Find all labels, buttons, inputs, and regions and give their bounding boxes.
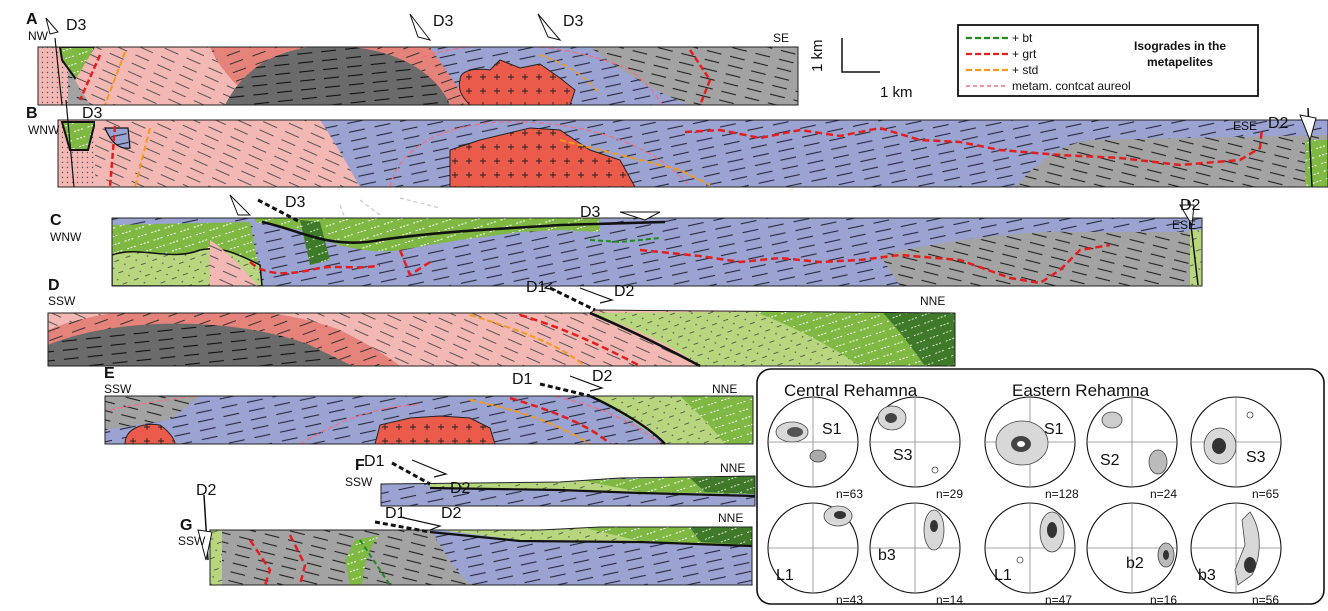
stereonet-7-count: n=14 bbox=[936, 593, 963, 607]
stereonet-10-count: n=56 bbox=[1252, 593, 1279, 607]
section-g-structure-1: D2 bbox=[196, 482, 217, 499]
section-c-left-label: WNW bbox=[50, 230, 82, 244]
section-g-letter: G bbox=[180, 517, 192, 534]
stereonet-6: L1 n=43 bbox=[767, 502, 863, 607]
stereonet-1: S1 n=63 bbox=[767, 396, 863, 501]
legend-label-aureol: metam. contcat aureol bbox=[1012, 79, 1131, 93]
legend-label-bt: + bt bbox=[1012, 31, 1033, 45]
stereonet-8-count: n=47 bbox=[1045, 593, 1072, 607]
section-d-left-label: SSW bbox=[48, 294, 76, 308]
stereonet-5: S3 n=65 bbox=[1190, 396, 1282, 501]
stereonet-2-count: n=29 bbox=[936, 487, 963, 501]
section-a-structure-2: D3 bbox=[433, 13, 454, 30]
stereonet-3: S1 n=128 bbox=[984, 396, 1079, 501]
stereonet-2-label: S3 bbox=[893, 447, 913, 464]
stereonet-4-label: S2 bbox=[1100, 452, 1120, 469]
stereonet-1-label: S1 bbox=[822, 421, 842, 438]
stereonet-10: b3 n=56 bbox=[1190, 502, 1282, 607]
stereonet-5-label: S3 bbox=[1246, 449, 1266, 466]
legend-label-grt: + grt bbox=[1012, 47, 1037, 61]
eastern-rehamna-title: Eastern Rehamna bbox=[1012, 381, 1150, 400]
section-d-structure-2: D2 bbox=[614, 283, 635, 300]
stereonet-7-label: b3 bbox=[878, 547, 896, 564]
cross-section-f: F SSW NNE D1 D2 bbox=[345, 453, 756, 507]
stereonet-1-count: n=63 bbox=[836, 487, 863, 501]
section-f-structure-2: D2 bbox=[450, 480, 471, 497]
isograde-legend: + bt + grt + std metam. contcat aureol I… bbox=[957, 24, 1259, 97]
stereonet-9: b2 n=16 bbox=[1086, 502, 1178, 607]
stereonet-2: S3 n=29 bbox=[869, 396, 963, 501]
section-f-letter: F bbox=[355, 457, 365, 474]
section-f-structure-1: D1 bbox=[364, 453, 385, 470]
section-c-structure-2: D3 bbox=[580, 204, 601, 221]
stereonet-9-count: n=16 bbox=[1150, 593, 1177, 607]
section-b-structure-1: D3 bbox=[82, 105, 103, 122]
legend-label-std: + std bbox=[1012, 63, 1038, 77]
section-e-left-label: SSW bbox=[104, 382, 132, 396]
section-c-right-label: ESE bbox=[1172, 218, 1196, 232]
section-d-structure-1: D1 bbox=[526, 279, 547, 296]
legend-title-line-1: Isogrades in the bbox=[1134, 39, 1226, 53]
cross-section-b: B WNW ESE D3 D2 bbox=[26, 99, 1328, 188]
stereonet-3-label: S1 bbox=[1044, 421, 1064, 438]
scale-bar: 1 km 1 km bbox=[809, 38, 913, 101]
section-g-left-label: SSW bbox=[178, 534, 206, 548]
stereonet-8: L1 n=47 bbox=[984, 502, 1076, 607]
section-b-structure-2: D2 bbox=[1268, 115, 1289, 132]
section-a-left-label: NW bbox=[28, 29, 49, 43]
cross-section-e: E SSW NNE D1 D2 bbox=[104, 365, 754, 445]
section-f-right-label: NNE bbox=[720, 461, 745, 475]
section-f-left-label: SSW bbox=[345, 475, 373, 489]
section-d-right-label: NNE bbox=[920, 294, 945, 308]
stereonet-8-label: L1 bbox=[994, 567, 1012, 584]
section-b-left-label: WNW bbox=[28, 123, 60, 137]
section-b-letter: B bbox=[26, 105, 38, 122]
stereonet-4-count: n=24 bbox=[1150, 487, 1177, 501]
cross-section-d: D SSW NNE D1 D2 bbox=[47, 277, 956, 368]
section-d-letter: D bbox=[48, 277, 60, 294]
section-c-structure-3: D2 bbox=[1180, 197, 1201, 214]
section-e-structure-1: D1 bbox=[512, 371, 533, 388]
section-a-right-label: SE bbox=[773, 31, 789, 45]
scale-vertical-label: 1 km bbox=[809, 39, 826, 72]
legend-title-line-2: metapelites bbox=[1147, 55, 1213, 69]
section-b-right-label: ESE bbox=[1233, 119, 1257, 133]
stereonet-4: S2 n=24 bbox=[1086, 396, 1178, 501]
stereonet-10-label: b3 bbox=[1198, 567, 1216, 584]
section-e-letter: E bbox=[104, 365, 115, 382]
section-e-right-label: NNE bbox=[712, 382, 737, 396]
stereonet-6-label: L1 bbox=[776, 567, 794, 584]
cross-section-a: A NW SE D3 D3 D3 bbox=[26, 11, 799, 106]
scale-horizontal-label: 1 km bbox=[880, 84, 913, 101]
stereonet-9-label: b2 bbox=[1126, 555, 1144, 572]
stereonet-panel: Central Rehamna Eastern Rehamna S1 n=63 … bbox=[756, 368, 1325, 607]
stereonet-3-count: n=128 bbox=[1045, 487, 1079, 501]
stereonet-5-count: n=65 bbox=[1252, 487, 1279, 501]
stereonet-6-count: n=43 bbox=[836, 593, 863, 607]
section-a-structure-3: D3 bbox=[563, 13, 584, 30]
central-rehamna-title: Central Rehamna bbox=[784, 381, 918, 400]
section-a-structure-1: D3 bbox=[66, 17, 87, 34]
section-a-letter: A bbox=[26, 11, 38, 28]
section-g-structure-3: D2 bbox=[441, 505, 462, 522]
section-c-structure-1: D3 bbox=[285, 194, 306, 211]
section-g-right-label: NNE bbox=[718, 511, 743, 525]
cross-section-c: C WNW ESE D3 D3 D2 bbox=[50, 194, 1203, 287]
cross-section-g: G SSW NNE D2 D1 D2 bbox=[178, 482, 753, 586]
stereonet-7: b3 n=14 bbox=[869, 502, 963, 607]
section-c-letter: C bbox=[50, 212, 62, 229]
section-e-structure-2: D2 bbox=[592, 368, 613, 385]
section-g-structure-2: D1 bbox=[385, 505, 406, 522]
